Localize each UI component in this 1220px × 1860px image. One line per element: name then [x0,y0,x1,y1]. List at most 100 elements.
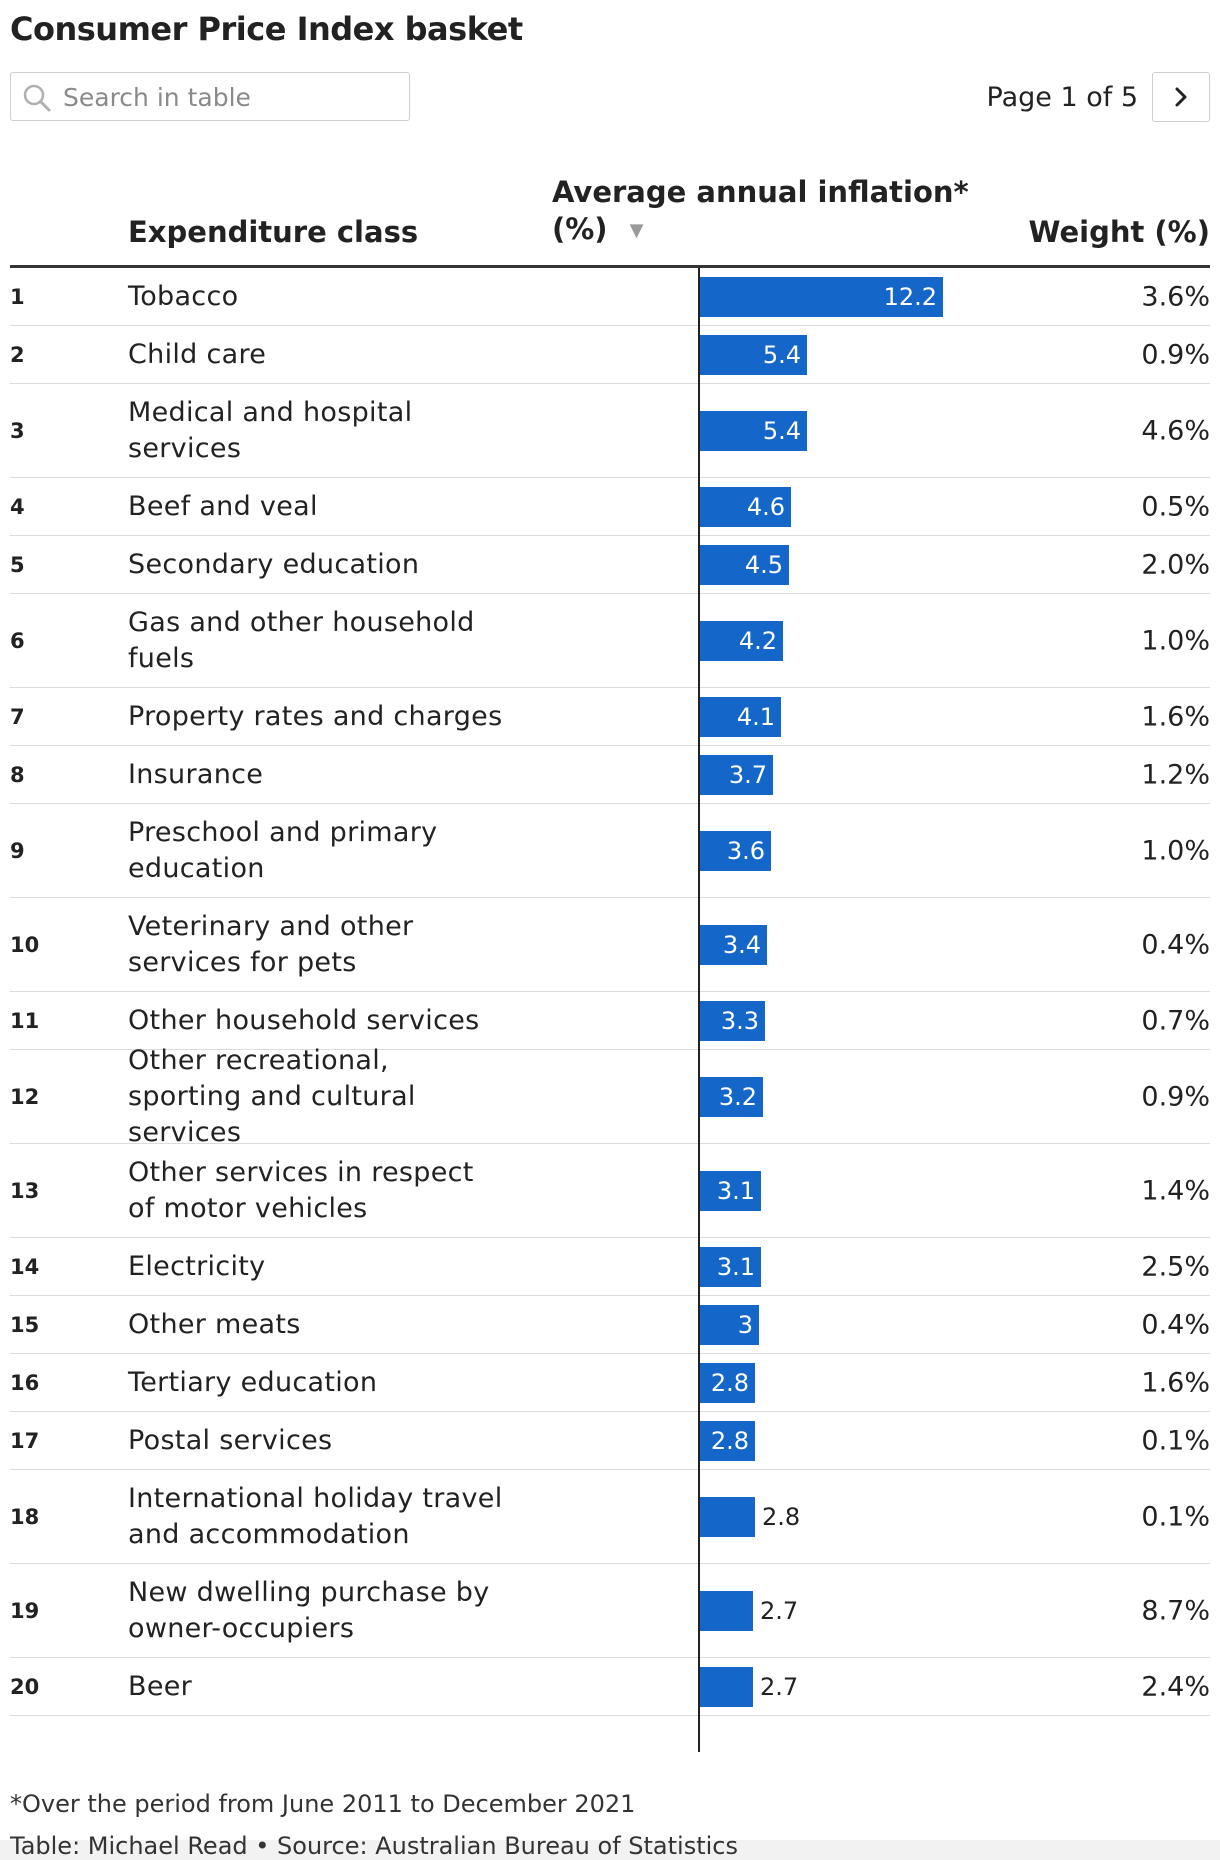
inflation-value-label: 2.8 [710,1368,749,1397]
inflation-value-label: 4.1 [736,702,775,731]
next-page-button[interactable] [1152,72,1210,122]
search-input[interactable] [63,81,393,113]
inflation-value-label: 3.7 [728,760,767,789]
inflation-value-label: 2.8 [762,1502,801,1531]
table-row: 5 Secondary education 4.5 2.0% [10,536,1210,594]
row-weight: 0.4% [1141,929,1210,960]
row-expenditure-class: Other meats [128,1308,301,1340]
row-rank: 4 [10,494,25,519]
row-rank: 13 [10,1178,40,1203]
inflation-bar [699,1420,755,1461]
row-rank: 9 [10,838,25,863]
row-rank: 14 [10,1254,40,1279]
table-row: 11 Other household services 3.3 0.7% [10,992,1210,1050]
table-body: 1 Tobacco 12.2 3.6% 2 Child care 5.4 0.9% 3 Medic… [10,268,1210,1716]
inflation-value-label: 3.1 [716,1252,755,1281]
inflation-value-label: 3.3 [720,1006,759,1035]
inflation-value-label: 4.5 [744,550,783,579]
page-indicator: Page 1 of 5 [986,81,1139,113]
table-row: 1 Tobacco 12.2 3.6% [10,268,1210,326]
table-row: 20 Beer 2.7 2.4% [10,1658,1210,1716]
table-row: 4 Beef and veal 4.6 0.5% [10,478,1210,536]
row-weight: 1.0% [1141,625,1210,656]
row-rank: 5 [10,552,25,577]
inflation-value-label: 3 [737,1310,753,1339]
row-weight: 1.6% [1141,701,1210,732]
row-rank: 7 [10,704,25,729]
inflation-bar [699,1304,759,1345]
row-expenditure-class: Other recreational, sporting and cultura… [128,1044,416,1148]
table-row: 17 Postal services 2.8 0.1% [10,1412,1210,1470]
column-header-inflation-line2: (%) [552,212,608,246]
inflation-bar [699,1496,755,1537]
row-weight: 1.0% [1141,835,1210,866]
row-expenditure-class: Beef and veal [128,490,318,522]
inflation-value-label: 3.4 [722,930,761,959]
table-row: 3 Medical and hospital services 5.4 4.6% [10,384,1210,478]
inflation-bar [699,1666,753,1707]
inflation-bar [699,334,807,375]
row-expenditure-class: Tertiary education [128,1366,378,1398]
row-rank: 18 [10,1504,40,1529]
inflation-bar [699,410,807,451]
row-expenditure-class: Gas and other household fuels [128,606,475,674]
table-header: Expenditure class Average annual inflati… [10,170,1210,268]
row-rank: 20 [10,1674,40,1699]
chevron-right-icon [1175,87,1187,107]
row-weight: 4.6% [1141,415,1210,446]
table-row: 9 Preschool and primary education 3.6 1.0% [10,804,1210,898]
row-expenditure-class: International holiday travel and accommo… [128,1482,503,1550]
row-expenditure-class: Medical and hospital services [128,396,413,464]
inflation-bar [699,830,771,871]
row-expenditure-class: New dwelling purchase by owner-occupiers [128,1576,490,1644]
inflation-value-label: 2.7 [760,1596,799,1625]
inflation-value-label: 2.8 [710,1426,749,1455]
credit-line: Table: Michael Read • Source: Australian… [10,1832,738,1860]
row-expenditure-class: Property rates and charges [128,700,503,732]
row-rank: 19 [10,1598,40,1623]
row-weight: 3.6% [1141,281,1210,312]
search-box[interactable] [10,72,410,121]
row-expenditure-class: Insurance [128,758,264,790]
row-rank: 3 [10,418,25,443]
row-rank: 11 [10,1008,40,1033]
table-row: 14 Electricity 3.1 2.5% [10,1238,1210,1296]
inflation-value-label: 3.2 [718,1082,757,1111]
row-weight: 0.9% [1141,339,1210,370]
row-weight: 2.4% [1141,1671,1210,1702]
column-header-inflation-line1: Average annual inflation* [552,175,969,209]
inflation-bar [699,1000,765,1041]
table-row: 6 Gas and other household fuels 4.2 1.0% [10,594,1210,688]
row-weight: 0.7% [1141,1005,1210,1036]
table-row: 19 New dwelling purchase by owner-occupie… [10,1564,1210,1658]
row-weight: 0.5% [1141,491,1210,522]
column-header-class[interactable]: Expenditure class [128,215,419,249]
column-header-weight[interactable]: Weight (%) [1028,215,1211,249]
inflation-value-label: 5.4 [762,416,801,445]
inflation-value-label: 2.7 [760,1672,799,1701]
row-expenditure-class: Tobacco [128,280,239,312]
bar-axis-line [698,268,700,1752]
table-row: 12 Other recreational, sporting and cultu… [10,1045,1210,1148]
inflation-bar [699,1362,755,1403]
row-rank: 2 [10,342,25,367]
inflation-bar [699,1246,761,1287]
row-expenditure-class: Child care [128,338,267,370]
row-rank: 16 [10,1370,40,1395]
inflation-value-label: 4.2 [738,626,777,655]
row-rank: 10 [10,932,40,957]
table-row: 13 Other services in respect of motor veh… [10,1144,1210,1238]
row-rank: 6 [10,628,25,653]
inflation-bar [699,1170,761,1211]
inflation-bar [699,924,767,965]
footnote: *Over the period from June 2011 to Decem… [10,1790,636,1818]
row-expenditure-class: Postal services [128,1424,333,1456]
row-weight: 8.7% [1141,1595,1210,1626]
column-header-inflation[interactable]: Average annual inflation* (%) ▼ [552,174,969,249]
inflation-bar [699,1590,753,1631]
sort-descending-icon: ▼ [629,220,644,241]
inflation-bar [699,1076,763,1117]
row-rank: 8 [10,762,25,787]
row-rank: 15 [10,1312,40,1337]
